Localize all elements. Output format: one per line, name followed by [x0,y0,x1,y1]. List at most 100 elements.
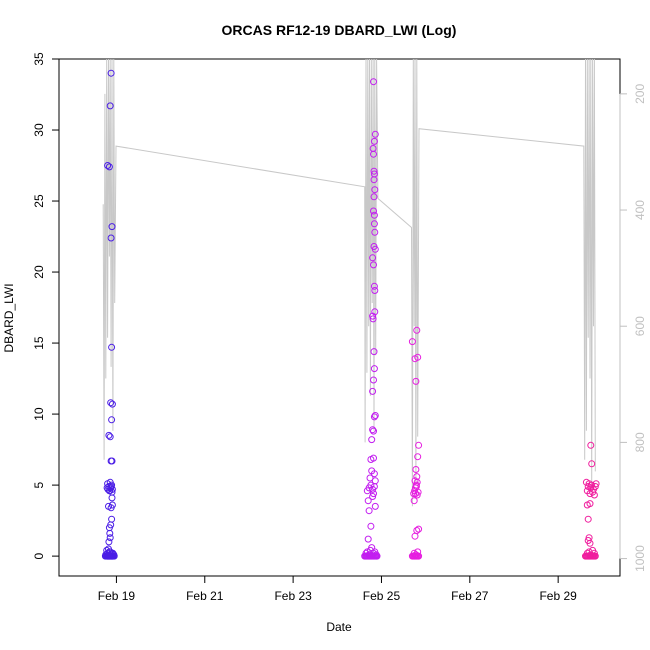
data-point [370,137,378,145]
y-tick-label: 35 [32,52,46,66]
data-point [108,515,116,523]
y2-tick-label: 800 [633,432,647,452]
data-point [105,524,113,532]
data-point [108,549,116,557]
y-tick-label: 0 [32,552,46,559]
data-point [412,466,420,473]
data-point [108,223,116,231]
data-point [108,416,116,424]
data-point [105,431,113,439]
y-tick-label: 5 [32,481,46,488]
pressure-line [102,58,596,507]
y-tick-label: 10 [32,407,46,421]
data-point [412,483,420,490]
data-point [106,433,114,441]
data-point [370,454,377,462]
data-point [108,494,116,502]
data-point [412,490,419,498]
data-point [367,481,375,489]
data-point [415,525,423,533]
data-point [590,491,598,499]
data-point [107,69,115,77]
data-point [369,387,377,395]
data-point [408,338,416,346]
data-point [414,353,422,361]
x-axis: Feb 19 Feb 21 Feb 23 Feb 25 Feb 27 Feb 29 [98,575,577,603]
data-point [584,537,592,544]
data-point [372,551,380,559]
data-point [370,243,378,250]
y2-tick-label: 400 [633,200,647,220]
data-point [371,287,379,294]
data-point [105,502,112,510]
data-point [413,478,421,486]
data-point [410,549,418,557]
data-point [369,426,377,434]
data-point [370,176,378,184]
data-point [587,551,595,559]
data-point [365,551,373,559]
y-axis-right: 200 400 600 800 1000 [619,84,647,572]
data-point [107,399,115,407]
y-axis-left: 0 5 10 15 20 25 30 35 [32,52,60,559]
y-axis-label: DBARD_LWI [2,283,16,352]
data-point [371,130,379,138]
data-point [365,507,373,515]
data-point [108,400,116,408]
x-tick-label: Feb 27 [451,589,489,603]
data-point [370,282,378,290]
data-points-layer [101,69,600,560]
data-point [412,377,420,385]
x-tick-label: Feb 25 [363,589,401,603]
data-point [370,211,378,219]
x-tick-label: Feb 21 [186,589,224,603]
data-point [103,546,111,554]
x-tick-label: Feb 29 [539,589,577,603]
data-point [413,527,421,534]
data-point [371,228,379,236]
data-point [370,78,377,86]
data-point [370,193,378,201]
data-point [370,490,377,498]
data-point [364,497,372,505]
data-point [369,315,377,323]
data-point [108,457,116,465]
data-point [108,343,116,351]
data-point [371,477,379,485]
data-point [410,497,418,505]
data-point [108,501,116,509]
data-point [107,234,115,242]
data-point [369,254,377,262]
data-point [414,548,422,556]
data-point [370,167,378,175]
data-point [370,220,378,228]
data-point [586,500,594,508]
y2-tick-label: 600 [633,316,647,336]
data-point [366,474,374,482]
data-point [368,436,376,444]
x-tick-label: Feb 23 [274,589,312,603]
data-point [370,365,378,373]
data-point [588,481,596,489]
data-point [110,551,118,559]
data-point [105,538,113,546]
data-point [105,163,113,171]
data-point [370,207,377,215]
data-point [106,478,114,486]
data-point [370,376,377,384]
data-point [411,532,419,540]
data-point [371,412,379,419]
data-point [371,186,379,194]
data-point [369,145,377,152]
data-point [364,535,372,543]
y-tick-label: 30 [32,123,46,137]
data-point [370,470,378,478]
plot-frame [58,58,621,577]
y-tick-label: 20 [32,265,46,279]
chart-title: ORCAS RF12-19 DBARD_LWI (Log) [222,22,457,38]
data-point [415,441,423,449]
data-point [370,427,377,435]
y-tick-label: 15 [32,336,46,350]
data-point [371,308,379,316]
